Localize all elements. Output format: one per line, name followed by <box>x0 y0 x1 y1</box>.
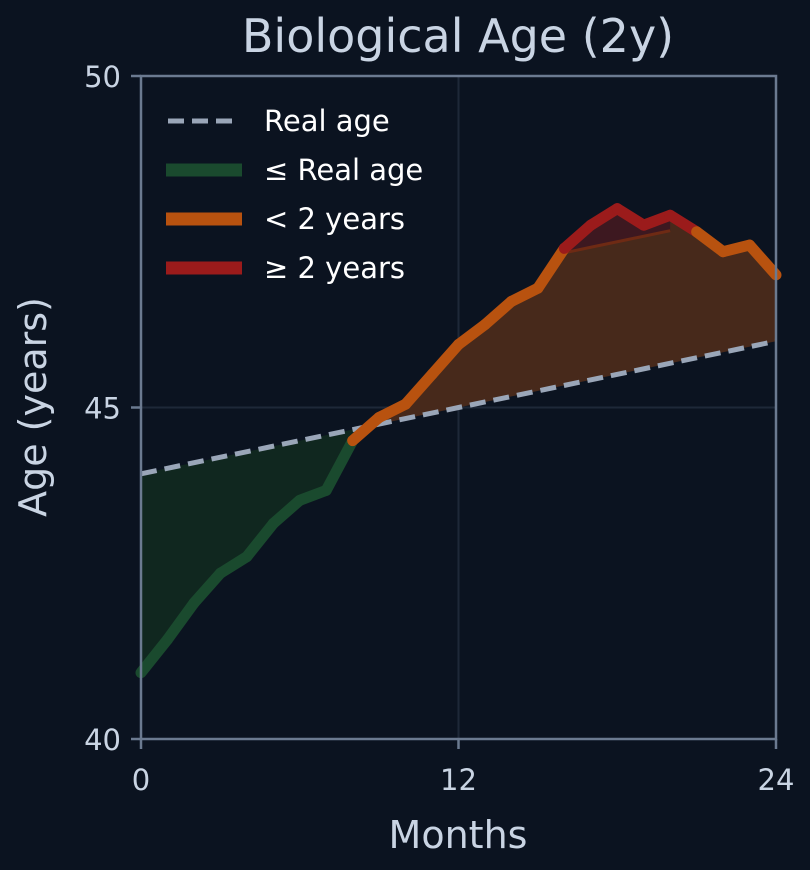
biological-age-segment <box>426 339 464 380</box>
real-age-line <box>140 338 777 477</box>
biological-age-segment <box>188 567 226 609</box>
y-tick-label: 40 <box>84 723 121 757</box>
x-tick-label: 24 <box>758 763 795 797</box>
biological-age-segment <box>691 226 729 258</box>
deviation-fill <box>141 208 776 673</box>
y-tick-label: 50 <box>84 60 121 94</box>
biological-age-segment <box>532 242 570 294</box>
biological-age-segment <box>479 295 517 331</box>
axis-ticks: 0 12 24 40 45 50 <box>84 60 794 797</box>
x-tick-label: 0 <box>132 763 150 797</box>
biological-age-segment <box>135 634 173 679</box>
biological-age-segment <box>453 319 491 351</box>
biological-age-segment <box>558 219 597 254</box>
threshold-line-2-years <box>564 229 671 255</box>
biological-age-segment <box>347 411 385 447</box>
real-age-series <box>140 338 777 477</box>
x-axis-label: Months <box>389 813 528 857</box>
biological-age-segment <box>241 518 279 563</box>
fill-above-real-age <box>369 208 776 427</box>
y-axis-label: Age (years) <box>11 297 55 517</box>
x-tick-label: 12 <box>440 763 477 797</box>
biological-age-series <box>135 203 782 679</box>
chart-title: Biological Age (2y) <box>242 9 674 63</box>
biological-age-segment <box>267 494 306 530</box>
legend-label-within-2-years: < 2 years <box>264 202 405 236</box>
biological-age-segment <box>744 239 782 281</box>
biological-age-segment <box>400 368 438 410</box>
fill-below-real-age <box>141 426 370 673</box>
legend-label-below-real-age: ≤ Real age <box>264 153 423 187</box>
legend-label-real-age: Real age <box>264 104 390 138</box>
legend: Real age ≤ Real age < 2 years ≥ 2 years <box>166 104 423 285</box>
fill-above-2-years <box>564 208 671 253</box>
biological-age-segment <box>320 435 359 496</box>
biological-age-segment <box>161 597 200 646</box>
y-tick-label: 45 <box>84 392 121 426</box>
legend-label-above-2-years: ≥ 2 years <box>264 251 405 285</box>
